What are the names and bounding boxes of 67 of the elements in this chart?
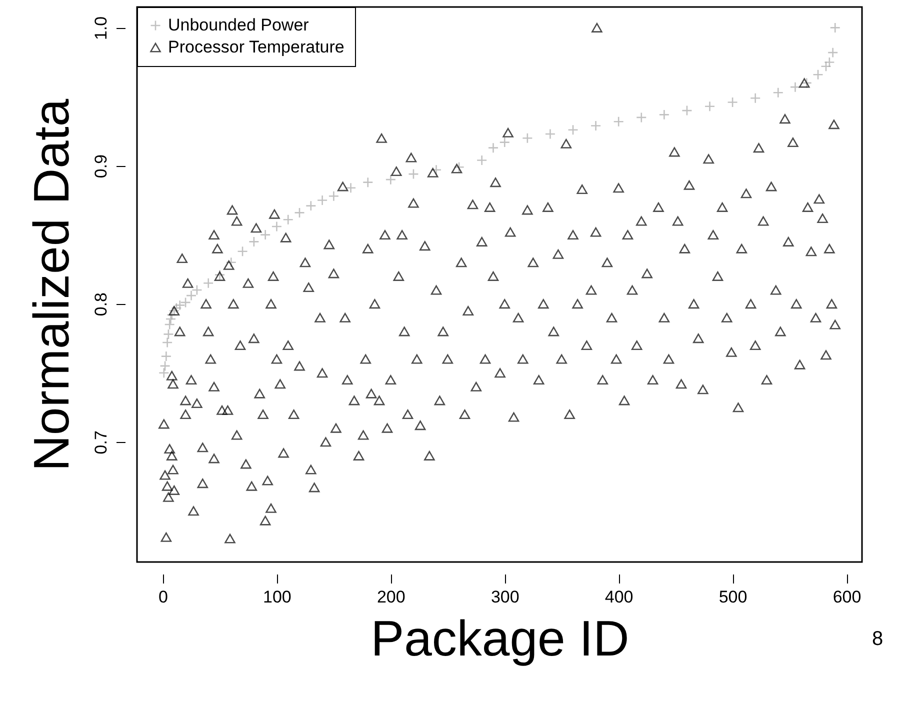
point xyxy=(237,246,248,257)
x-axis-title: Package ID xyxy=(370,610,630,666)
y-tick-label: 1.0 xyxy=(92,16,110,40)
point xyxy=(226,257,237,268)
legend-label: Unbounded Power xyxy=(168,16,310,34)
point xyxy=(385,174,396,185)
point xyxy=(750,92,761,104)
point xyxy=(824,56,835,68)
point xyxy=(801,78,812,88)
y-tick-label: 0.7 xyxy=(92,430,110,454)
point xyxy=(160,350,172,362)
point xyxy=(590,120,602,132)
point xyxy=(499,136,510,148)
point xyxy=(180,297,191,308)
point xyxy=(271,221,282,232)
x-tick-label: 0 xyxy=(158,588,168,606)
legend-label: Processor Temperature xyxy=(168,38,344,56)
point xyxy=(202,278,214,289)
point xyxy=(158,367,170,378)
point xyxy=(522,132,533,144)
point xyxy=(727,96,738,108)
x-tick-label: 100 xyxy=(263,588,292,606)
point xyxy=(830,22,840,34)
point xyxy=(192,284,202,296)
x-tick-label: 400 xyxy=(604,588,634,606)
point xyxy=(163,328,174,340)
point xyxy=(827,47,838,58)
y-tick-label: 0.9 xyxy=(92,154,110,178)
point xyxy=(186,290,197,301)
point xyxy=(362,176,374,188)
point xyxy=(704,101,716,112)
point xyxy=(294,207,305,218)
y-tick-label: 0.8 xyxy=(92,292,110,316)
point xyxy=(306,200,316,212)
x-tick-label: 200 xyxy=(376,588,406,606)
point xyxy=(476,154,488,166)
point xyxy=(171,302,182,314)
text: 8 xyxy=(872,628,884,651)
point xyxy=(164,319,175,330)
point xyxy=(282,214,294,226)
x-tick-label: 500 xyxy=(718,588,748,606)
point xyxy=(162,337,173,348)
point xyxy=(430,164,442,176)
point xyxy=(174,300,186,311)
point xyxy=(613,116,624,127)
point xyxy=(248,236,260,248)
point xyxy=(682,105,692,116)
point xyxy=(568,124,578,136)
point xyxy=(812,69,824,80)
point xyxy=(260,229,271,240)
y-axis-title: Normalized Data xyxy=(24,98,80,472)
point xyxy=(454,162,464,173)
point xyxy=(488,142,499,154)
point xyxy=(160,360,170,372)
x-tick-label: 600 xyxy=(832,588,862,606)
point xyxy=(408,168,419,180)
x-tick-label: 300 xyxy=(490,588,520,606)
point xyxy=(772,87,784,98)
point xyxy=(328,190,340,202)
point xyxy=(636,112,647,123)
point xyxy=(658,109,670,120)
point xyxy=(345,182,356,194)
point xyxy=(544,128,556,140)
point xyxy=(790,82,801,92)
point xyxy=(165,314,176,324)
point xyxy=(820,60,832,72)
point xyxy=(316,194,328,206)
